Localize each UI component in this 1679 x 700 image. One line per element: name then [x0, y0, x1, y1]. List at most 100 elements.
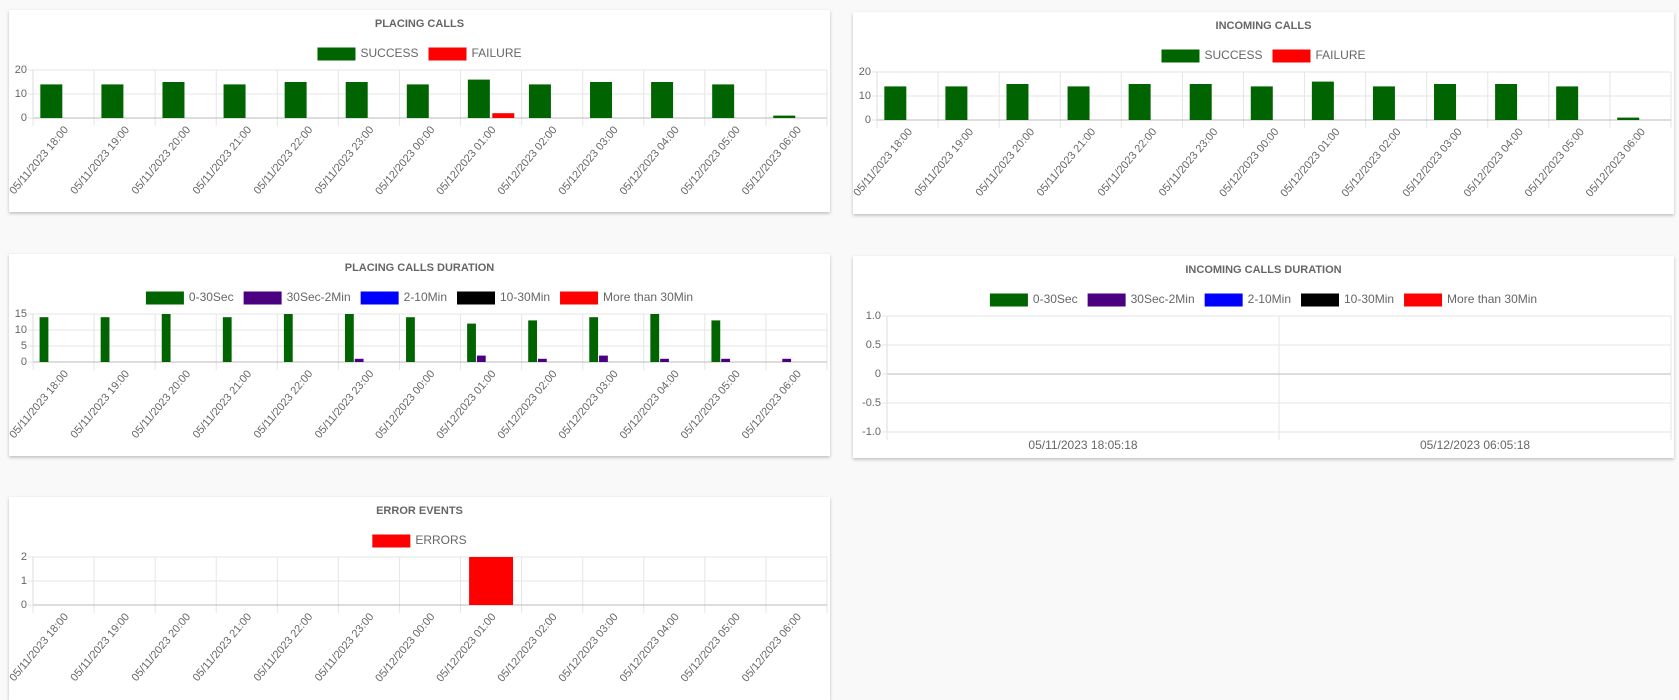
legend: SUCCESS FAILURE	[1161, 48, 1366, 63]
bar	[467, 323, 476, 362]
legend: 0-30Sec 30Sec-2Min 2-10Min 10-30Min More tha…	[989, 292, 1537, 307]
bar	[467, 79, 490, 118]
legend-swatch	[457, 291, 496, 305]
legend-swatch	[1301, 293, 1340, 307]
y-tick-label: 10	[859, 90, 871, 102]
y-tick-label: 20	[859, 66, 871, 78]
bar	[660, 358, 669, 362]
bar	[590, 82, 613, 118]
bar	[39, 317, 49, 362]
bar	[162, 82, 185, 118]
legend-swatch	[560, 291, 599, 305]
y-tick-label: 0	[865, 114, 871, 126]
panel-background	[9, 254, 830, 456]
bar	[283, 314, 293, 362]
legend-label: 2-10Min	[404, 290, 447, 304]
legend: ERRORS	[372, 533, 467, 548]
y-tick-label: 5	[21, 340, 27, 352]
bar	[599, 355, 608, 362]
legend-swatch	[372, 534, 411, 548]
bar	[100, 317, 110, 362]
y-tick-label: -1.0	[862, 426, 881, 438]
legend-swatch	[1204, 293, 1243, 307]
legend-label: 30Sec-2Min	[1131, 292, 1195, 306]
chart-panel: PLACING CALLS DURATION 0-30Sec 30Sec-2Min 2…	[7, 254, 830, 456]
y-tick-label: 0	[875, 368, 881, 380]
panel-background	[9, 497, 830, 700]
bar	[476, 355, 486, 362]
y-tick-label: 1	[21, 575, 27, 587]
legend-swatch	[989, 293, 1028, 307]
bar	[223, 84, 246, 118]
legend-label: SUCCESS	[360, 46, 418, 60]
y-tick-label: 2	[21, 551, 27, 563]
bar	[1434, 84, 1457, 120]
bar	[354, 358, 364, 362]
legend-label: FAILURE	[1316, 48, 1366, 62]
bar	[589, 317, 599, 362]
chart-title: INCOMING CALLS	[1216, 20, 1312, 32]
bar	[650, 314, 660, 362]
chart-panel: INCOMING CALLS DURATION 0-30Sec 30Sec-2Min…	[853, 256, 1674, 458]
y-tick-label: 1.0	[866, 310, 881, 322]
bar	[711, 320, 721, 362]
panel-background	[853, 256, 1674, 458]
bar	[945, 86, 968, 120]
legend-label: FAILURE	[472, 46, 522, 60]
bar	[1495, 84, 1518, 120]
legend-label: More than 30Min	[1447, 292, 1537, 306]
legend-swatch	[1087, 293, 1126, 307]
bar	[537, 358, 547, 362]
y-tick-label: 15	[15, 308, 27, 320]
bar	[161, 314, 171, 362]
legend-label: 30Sec-2Min	[287, 290, 351, 304]
y-tick-label: 0	[21, 599, 27, 611]
bar	[40, 84, 63, 118]
legend: 0-30Sec 30Sec-2Min 2-10Min 10-30Min More tha…	[145, 290, 693, 305]
bar	[222, 317, 232, 362]
chart-title: PLACING CALLS DURATION	[345, 262, 495, 274]
bar	[1617, 117, 1640, 120]
legend-label: 10-30Min	[500, 290, 550, 304]
legend-swatch	[1161, 49, 1200, 63]
bar	[1189, 84, 1212, 120]
legend: SUCCESS FAILURE	[317, 46, 522, 61]
bar	[492, 113, 515, 118]
legend-swatch	[145, 291, 184, 305]
y-tick-label: 10	[15, 324, 27, 336]
bar	[469, 557, 514, 605]
legend-label: 0-30Sec	[1033, 292, 1078, 306]
legend-label: 2-10Min	[1248, 292, 1291, 306]
bar	[345, 82, 368, 118]
legend-swatch	[360, 291, 399, 305]
y-tick-label: -0.5	[862, 397, 881, 409]
bar	[782, 358, 792, 362]
chart-title: INCOMING CALLS DURATION	[1185, 264, 1341, 276]
bar	[406, 84, 429, 118]
bar	[1311, 81, 1334, 120]
bar	[101, 84, 124, 118]
legend-label: 0-30Sec	[189, 290, 234, 304]
y-tick-label: 0	[21, 356, 27, 368]
bar	[528, 320, 538, 362]
bar	[1006, 84, 1029, 120]
bar	[721, 358, 731, 362]
y-tick-label: 0	[21, 112, 27, 124]
x-tick-label: 05/12/2023 06:05:18	[1420, 438, 1530, 452]
bar	[1250, 86, 1273, 120]
legend-label: 10-30Min	[1344, 292, 1394, 306]
bar	[773, 115, 796, 118]
legend-swatch	[243, 291, 282, 305]
bar	[712, 84, 735, 118]
legend-swatch	[1404, 293, 1443, 307]
bar	[528, 84, 551, 118]
bar	[406, 317, 415, 362]
bar	[1067, 86, 1090, 120]
legend-swatch	[317, 47, 356, 61]
bar	[884, 86, 907, 120]
bar	[1556, 86, 1579, 120]
